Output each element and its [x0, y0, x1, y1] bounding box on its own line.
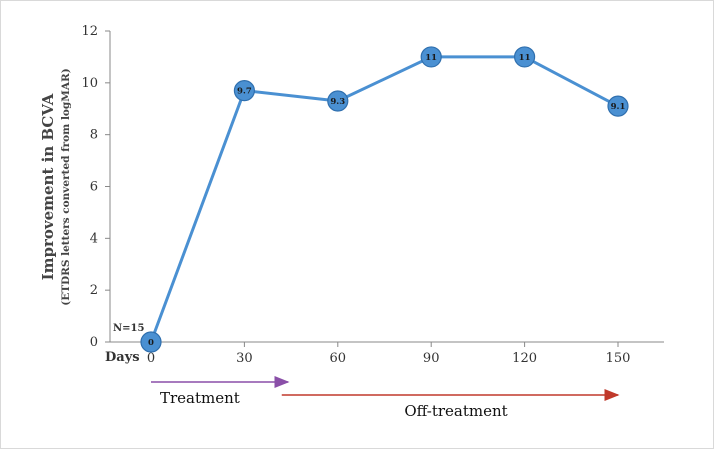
y-tick-label: 12: [81, 24, 98, 39]
y-tick-label: 10: [81, 76, 98, 91]
y-tick-label: 8: [90, 128, 98, 143]
x-tick-label: 0: [147, 351, 155, 366]
off-treatment-label: Off-treatment: [404, 402, 507, 420]
data-point-label: 9.7: [237, 87, 252, 97]
series-line: [149, 55, 619, 343]
y-tick-label: 4: [90, 231, 98, 246]
x-tick-label: 120: [512, 351, 537, 366]
treatment-label: Treatment: [160, 389, 240, 407]
data-point: [607, 95, 629, 117]
data-point-label: 11: [425, 53, 437, 63]
data-point: [513, 46, 536, 68]
x-tick-label: 150: [606, 351, 631, 366]
y-axis-title: Improvement in BCVA: [39, 93, 57, 280]
y-tick-label: 6: [90, 180, 98, 195]
data-point: [420, 46, 442, 68]
data-point-label: 9.1: [611, 102, 626, 112]
data-point: [140, 331, 162, 353]
y-tick-label: 0: [90, 335, 98, 350]
x-axis-title: Days: [105, 350, 140, 365]
y-axis-subtitle: (ETDRS letters converted from logMAR): [60, 68, 72, 306]
sample-size-label: N=15: [113, 323, 144, 334]
data-point-label: 11: [519, 53, 531, 63]
x-tick-label: 90: [423, 351, 440, 366]
data-point-label: 0: [148, 338, 154, 348]
data-point-label: 9.3: [330, 97, 345, 107]
x-tick-label: 60: [330, 351, 347, 366]
x-tick-label: 30: [236, 351, 253, 366]
y-tick-label: 2: [90, 283, 98, 298]
data-point: [327, 90, 349, 112]
data-point: [233, 80, 255, 102]
